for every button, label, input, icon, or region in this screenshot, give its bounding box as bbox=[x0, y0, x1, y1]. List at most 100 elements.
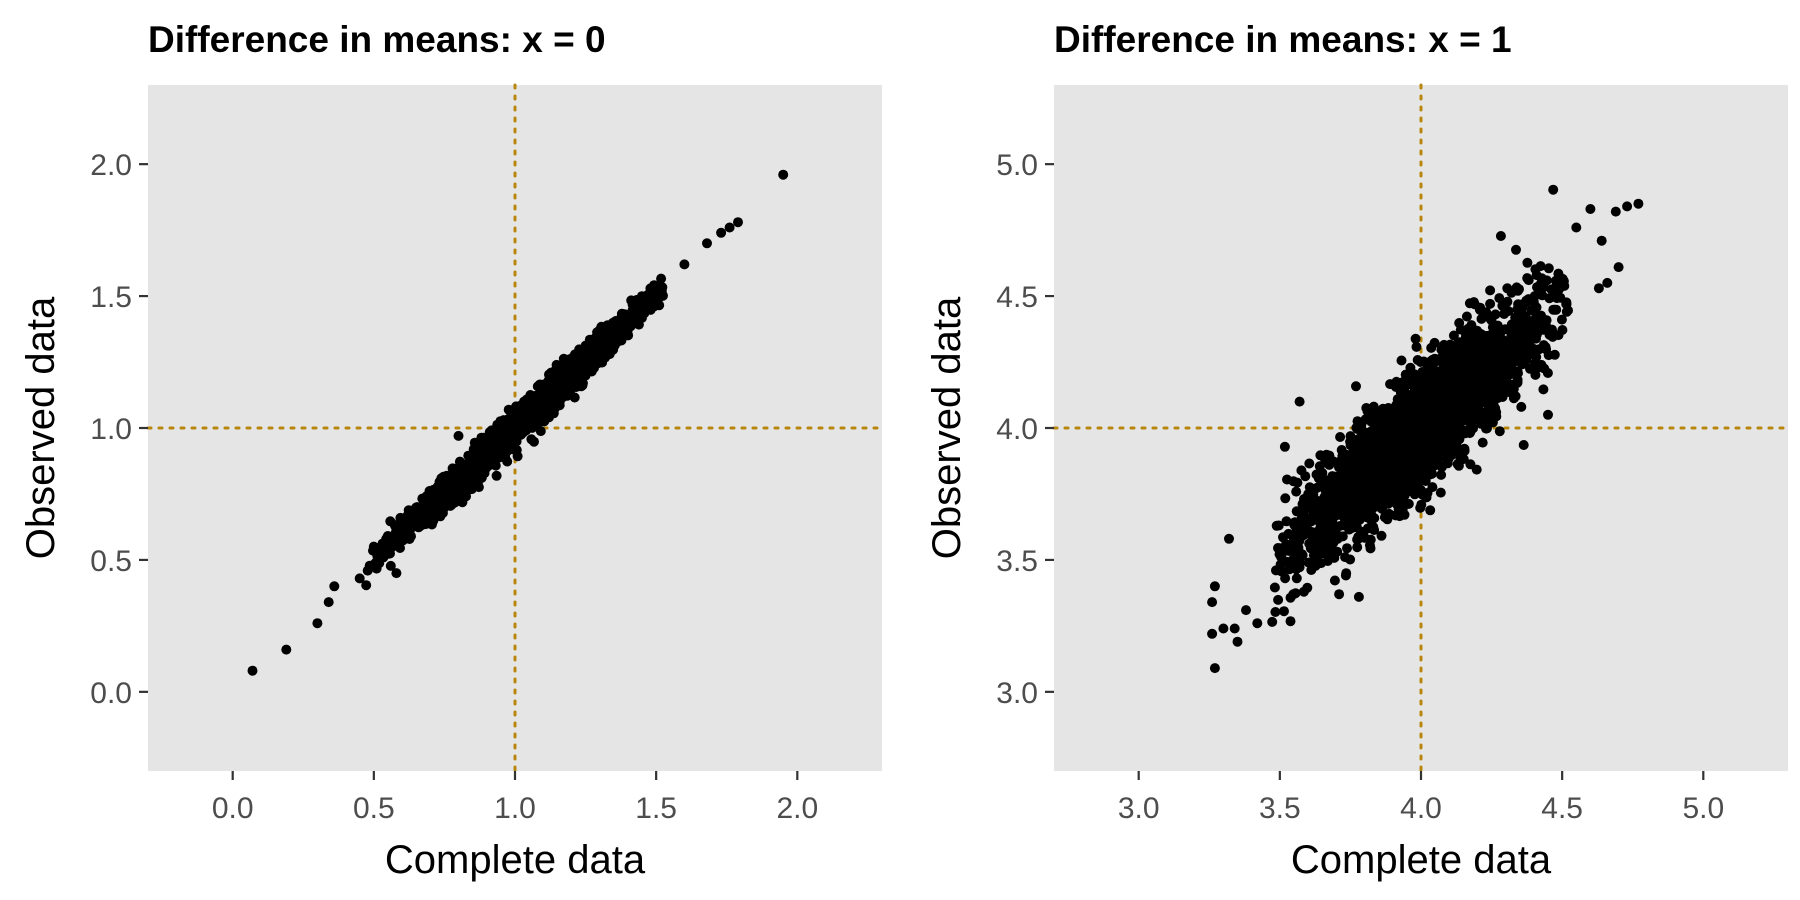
data-point bbox=[354, 573, 365, 584]
data-point bbox=[1459, 363, 1470, 374]
data-point bbox=[1463, 349, 1474, 360]
data-point bbox=[496, 438, 507, 449]
data-point bbox=[656, 273, 667, 284]
data-point bbox=[1344, 454, 1355, 465]
data-point bbox=[1547, 324, 1557, 335]
data-point bbox=[632, 303, 643, 313]
data-point bbox=[557, 385, 568, 396]
data-point bbox=[1425, 505, 1436, 516]
data-point bbox=[281, 644, 292, 655]
data-point bbox=[1448, 330, 1459, 341]
data-point bbox=[527, 411, 537, 422]
data-point bbox=[1280, 493, 1291, 504]
y-tick-label: 1.5 bbox=[90, 281, 132, 314]
data-point bbox=[1461, 311, 1472, 322]
data-point bbox=[1485, 285, 1496, 296]
data-point bbox=[312, 618, 323, 629]
data-point bbox=[1531, 270, 1542, 281]
data-point bbox=[1511, 282, 1522, 293]
data-point bbox=[1291, 486, 1302, 497]
data-point bbox=[679, 259, 690, 270]
data-point bbox=[391, 568, 402, 579]
data-point bbox=[394, 530, 404, 541]
data-point bbox=[1399, 459, 1410, 470]
data-point bbox=[1285, 616, 1296, 627]
data-point bbox=[556, 376, 567, 387]
data-point bbox=[1503, 306, 1514, 317]
x-tick-label: 0.5 bbox=[353, 792, 395, 825]
data-point bbox=[476, 442, 487, 452]
data-point bbox=[1304, 458, 1315, 469]
data-point bbox=[1269, 582, 1280, 593]
data-point bbox=[1464, 298, 1475, 309]
data-point bbox=[385, 560, 396, 571]
data-point bbox=[1413, 448, 1424, 459]
data-point bbox=[639, 308, 650, 319]
data-point bbox=[1376, 530, 1387, 541]
data-point bbox=[656, 285, 667, 296]
data-point bbox=[597, 339, 608, 350]
data-point bbox=[1538, 384, 1549, 395]
data-point bbox=[1364, 540, 1375, 551]
data-point bbox=[1525, 363, 1535, 374]
data-point bbox=[1418, 432, 1429, 443]
data-point bbox=[1273, 520, 1284, 531]
data-point bbox=[1337, 450, 1348, 461]
data-point bbox=[395, 543, 405, 553]
data-point bbox=[619, 309, 630, 320]
data-point bbox=[1415, 484, 1426, 495]
data-point bbox=[385, 516, 396, 527]
data-point bbox=[1442, 420, 1453, 431]
data-point bbox=[529, 400, 540, 411]
data-point bbox=[1279, 606, 1289, 617]
data-point bbox=[1441, 406, 1451, 416]
data-point bbox=[247, 665, 258, 676]
data-point bbox=[1523, 294, 1534, 305]
data-point bbox=[1282, 474, 1292, 485]
data-point bbox=[1411, 341, 1422, 352]
data-point bbox=[1531, 329, 1542, 340]
data-point bbox=[1342, 543, 1352, 554]
data-point bbox=[567, 374, 578, 385]
data-point bbox=[1299, 503, 1309, 513]
scatter-plot-right: Difference in means: x = 1 3.0 3.5 4.0 4.5 5… bbox=[925, 19, 1790, 882]
x-axis-title: Complete data bbox=[385, 838, 646, 882]
data-point bbox=[1375, 472, 1386, 483]
data-point bbox=[460, 480, 471, 491]
data-point bbox=[1495, 231, 1506, 241]
data-point bbox=[1548, 184, 1559, 195]
y-tick-label: 0.5 bbox=[90, 545, 132, 578]
data-point bbox=[423, 495, 434, 506]
data-point bbox=[1561, 306, 1572, 317]
data-point bbox=[323, 597, 334, 608]
y-tick-label: 0.0 bbox=[90, 677, 132, 710]
data-point bbox=[1437, 461, 1447, 472]
data-point bbox=[1470, 401, 1481, 412]
data-point bbox=[1329, 575, 1340, 586]
data-point bbox=[1481, 423, 1492, 434]
data-points bbox=[1207, 184, 1644, 674]
data-point bbox=[1524, 339, 1535, 350]
data-point bbox=[1517, 359, 1528, 370]
data-point bbox=[1430, 437, 1441, 448]
data-point bbox=[1384, 508, 1395, 519]
data-point bbox=[1509, 367, 1520, 377]
data-point bbox=[1313, 473, 1324, 484]
data-point bbox=[1494, 328, 1505, 339]
data-point bbox=[1332, 546, 1343, 557]
data-point bbox=[1335, 432, 1346, 442]
data-point bbox=[716, 227, 727, 238]
data-point bbox=[1549, 349, 1560, 360]
data-point bbox=[457, 497, 468, 508]
data-point bbox=[1551, 304, 1562, 315]
data-point bbox=[329, 581, 340, 592]
data-point bbox=[1293, 542, 1304, 553]
data-point bbox=[1341, 477, 1352, 487]
data-point bbox=[1491, 407, 1502, 418]
data-point bbox=[448, 497, 459, 508]
data-point bbox=[1391, 376, 1402, 387]
chart-title: Difference in means: x = 0 bbox=[148, 19, 606, 60]
y-tick-label: 2.0 bbox=[90, 149, 132, 182]
data-point bbox=[1523, 275, 1534, 286]
data-point bbox=[1369, 513, 1380, 524]
